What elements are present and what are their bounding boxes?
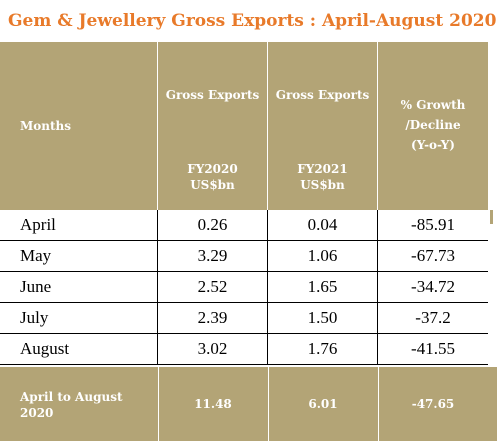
table-row: August 3.02 1.76 -41.55 bbox=[0, 334, 488, 365]
cell-month: May bbox=[0, 241, 158, 271]
cell-month: June bbox=[0, 272, 158, 302]
table-row: July 2.39 1.50 -37.2 bbox=[0, 303, 488, 334]
cell-fy2021: 0.04 bbox=[268, 210, 378, 240]
cell-fy2020: 2.52 bbox=[158, 272, 268, 302]
header-fy2021-year: FY2021 bbox=[297, 162, 348, 176]
total-fy2020: 11.48 bbox=[194, 397, 232, 411]
total-row: April to August 2020 11.48 6.01 -47.65 bbox=[0, 367, 497, 441]
cell-growth: -67.73 bbox=[411, 246, 455, 265]
header-fy2020: Gross Exports FY2020 US$bn bbox=[158, 42, 268, 210]
header-growth-title: % Growth bbox=[400, 98, 466, 112]
side-edge bbox=[488, 210, 497, 365]
cell-growth: -85.91 bbox=[411, 215, 455, 234]
cell-month: July bbox=[0, 303, 158, 333]
header-fy2020-year: FY2020 bbox=[187, 162, 238, 176]
header-growth-yoy: (Y-o-Y) bbox=[411, 138, 455, 152]
cell-growth: -37.2 bbox=[415, 308, 451, 327]
cell-fy2021: 1.65 bbox=[268, 272, 378, 302]
header-growth: % Growth /Decline (Y-o-Y) bbox=[378, 42, 488, 210]
cell-fy2020: 0.26 bbox=[158, 210, 268, 240]
cell-fy2021: 1.06 bbox=[268, 241, 378, 271]
total-divider bbox=[268, 367, 269, 441]
total-label: April to August 2020 bbox=[20, 390, 123, 420]
table-row: May 3.29 1.06 -67.73 bbox=[0, 241, 488, 272]
cell-growth: -41.55 bbox=[411, 339, 455, 358]
total-growth: -47.65 bbox=[411, 397, 455, 411]
header-fy2020-unit: US$bn bbox=[190, 178, 235, 192]
edge-mark bbox=[490, 210, 493, 224]
header-fy2021: Gross Exports FY2021 US$bn bbox=[268, 42, 378, 210]
total-fy2021: 6.01 bbox=[308, 397, 338, 411]
cell-fy2020: 2.39 bbox=[158, 303, 268, 333]
cell-month: April bbox=[0, 210, 158, 240]
header-months-label: Months bbox=[20, 119, 72, 133]
cell-fy2021: 1.50 bbox=[268, 303, 378, 333]
table-row: April 0.26 0.04 -85.91 bbox=[0, 210, 488, 241]
cell-month: August bbox=[0, 334, 158, 364]
total-divider bbox=[158, 367, 159, 441]
cell-fy2020: 3.29 bbox=[158, 241, 268, 271]
table-row: June 2.52 1.65 -34.72 bbox=[0, 272, 488, 303]
exports-table: Months Gross Exports FY2020 US$bn Gross … bbox=[0, 42, 497, 441]
cell-growth: -34.72 bbox=[411, 277, 455, 296]
cell-fy2020: 3.02 bbox=[158, 334, 268, 364]
page-title: Gem & Jewellery Gross Exports : April-Au… bbox=[8, 11, 497, 31]
header-fy2021-unit: US$bn bbox=[300, 178, 345, 192]
header-months: Months bbox=[0, 42, 158, 210]
header-growth-sub: /Decline bbox=[405, 118, 461, 132]
header-fy2020-title: Gross Exports bbox=[165, 88, 260, 102]
cell-fy2021: 1.76 bbox=[268, 334, 378, 364]
header-fy2021-title: Gross Exports bbox=[275, 88, 370, 102]
total-divider bbox=[378, 367, 379, 441]
